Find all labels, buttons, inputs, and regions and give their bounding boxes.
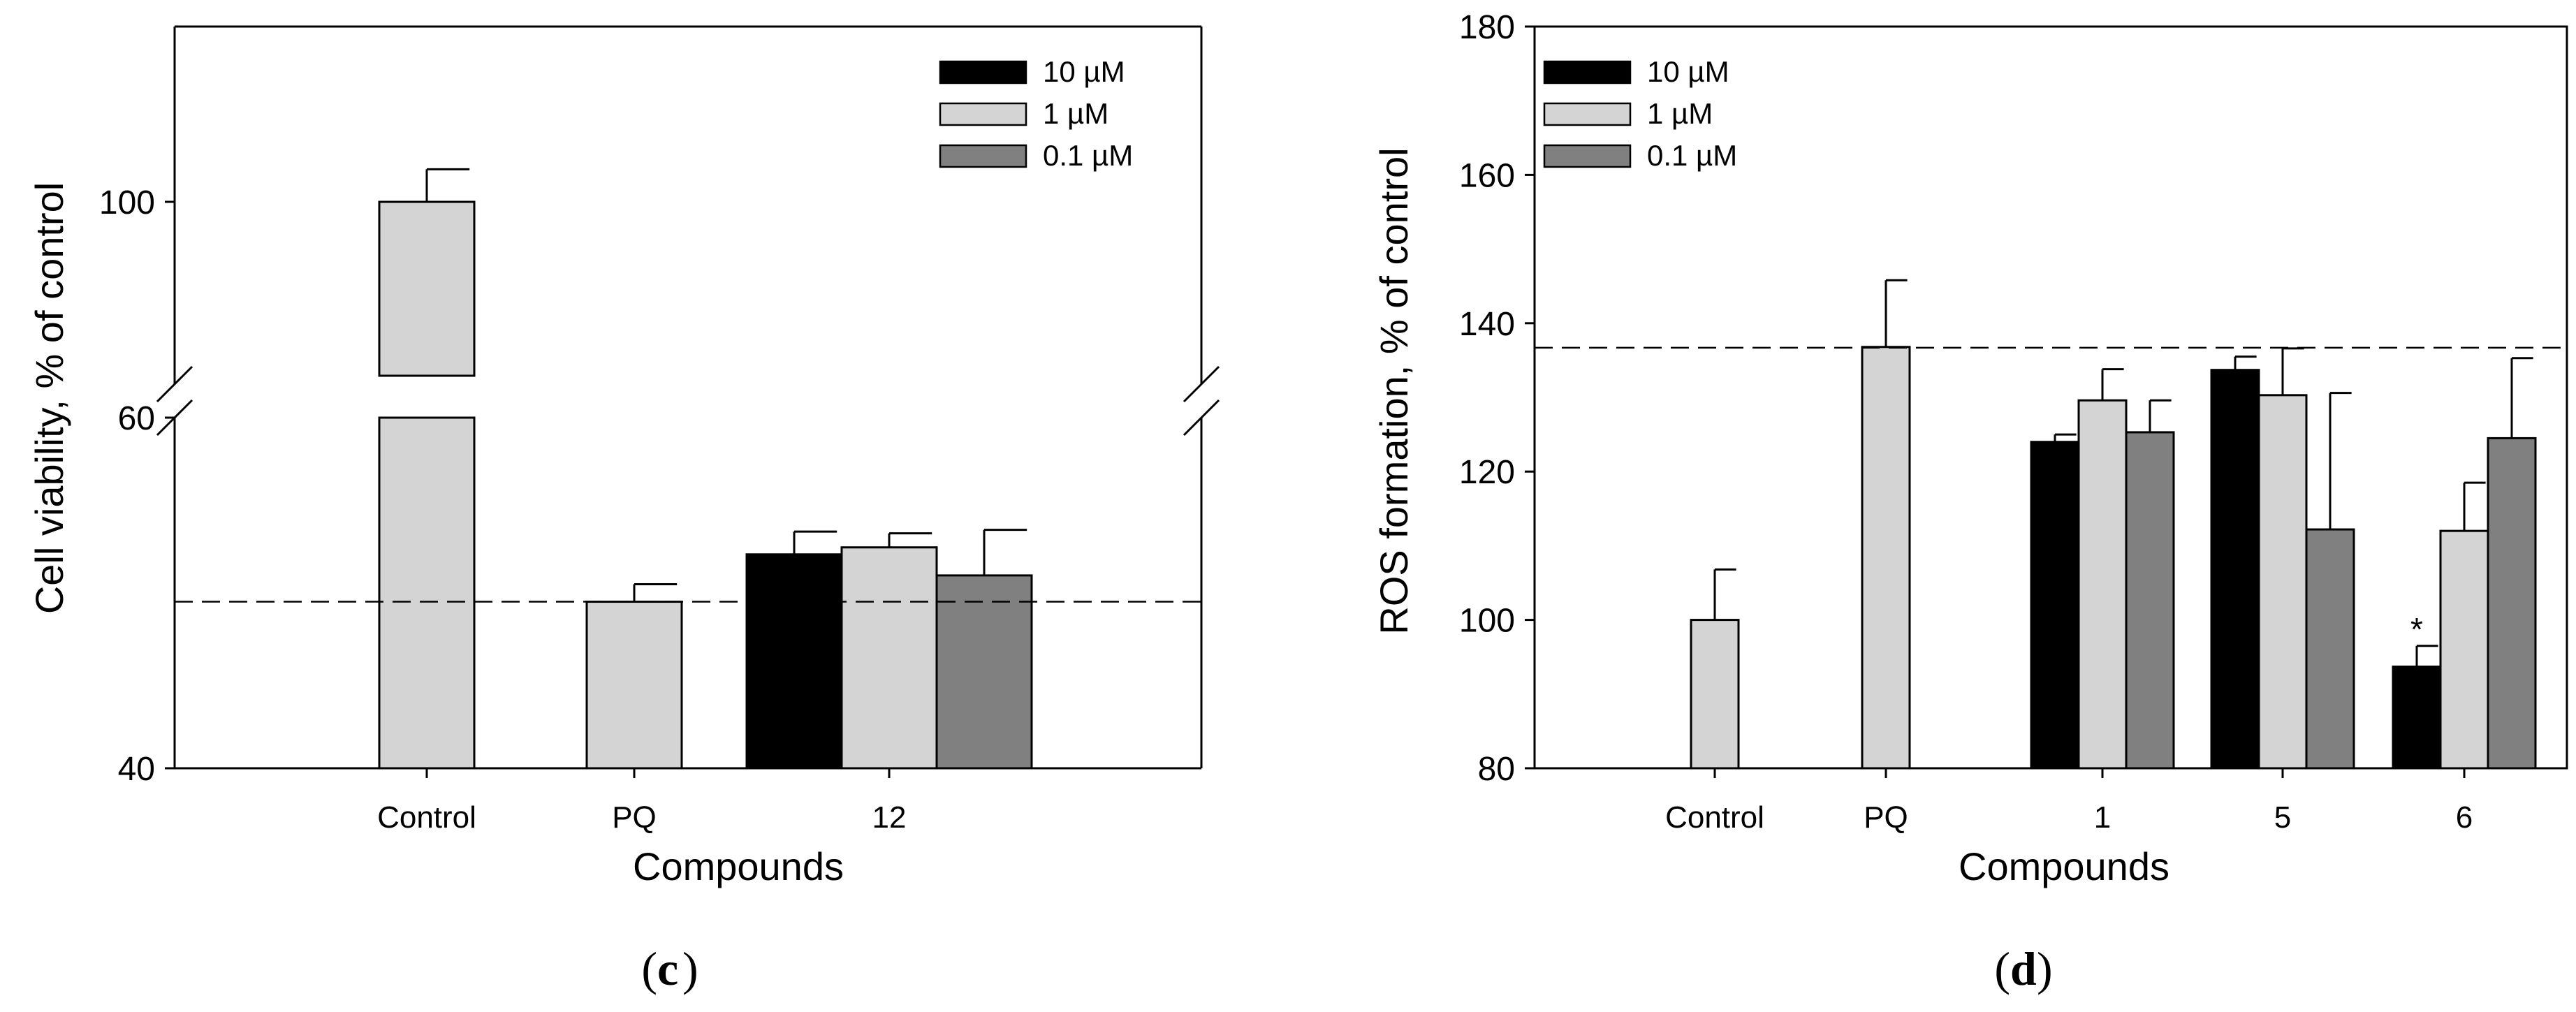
panel-c-break-left-1 <box>156 365 193 403</box>
panel-d-y-tick-label-180: 180 <box>1459 9 1515 46</box>
panel-c-y-tick-label-60: 60 <box>118 400 155 437</box>
panel-d-y-tick-label-140: 140 <box>1459 306 1515 343</box>
panel-d-bar-5-1-um <box>2257 394 2308 770</box>
panel-c-y-ticks: 40 60 100 <box>99 184 175 788</box>
panel-c-y-tick-label-40: 40 <box>118 751 155 788</box>
panel-c-label-open-paren: ( <box>641 942 657 995</box>
panel-d-label-close-paren: ) <box>2037 942 2053 995</box>
panel-d-frame <box>1533 25 2568 770</box>
panel-c-legend-label-10-um: 10 µM <box>1043 55 1125 88</box>
panel-c-label: ( c ) <box>641 942 698 995</box>
panel-c-break-right-1 <box>1183 365 1220 403</box>
panel-d-annotation-significance: * <box>2410 611 2423 647</box>
panel-d-bars <box>1690 346 2537 770</box>
panel-c-legend-swatch-1-um <box>939 102 1027 126</box>
panel-c-x-tick-label-pq: PQ <box>612 800 657 835</box>
panel-d-bar-5-10-um <box>2210 369 2260 770</box>
panel-c-x-tick-label-control: Control <box>377 800 476 835</box>
panel-c-label-close-paren: ) <box>682 942 698 995</box>
panel-d-legend-swatch-10-um <box>1543 60 1632 85</box>
panel-d-label-letter: d <box>2010 942 2037 995</box>
panel-d-label-open-paren: ( <box>1994 942 2010 995</box>
panel-d-legend-swatch-0-1-um <box>1543 144 1632 168</box>
panel-c-axis-break-marks <box>156 365 1220 437</box>
panel-c-label-letter: c <box>657 942 678 995</box>
panel-d-legend: 10 µM 1 µM 0.1 µM <box>1543 55 1737 172</box>
panel-d-bar-6-1-um <box>2439 529 2489 770</box>
panel-c-legend-swatch-0-1-um <box>939 144 1027 168</box>
panel-d-y-axis-title: ROS formation, % of control <box>1372 147 1416 634</box>
panel-c-legend: 10 µM 1 µM 0.1 µM <box>939 55 1133 172</box>
panel-c-bar-control-1-um-lower <box>378 416 476 770</box>
panel-d-label: ( d ) <box>1994 942 2052 995</box>
panel-c-y-axis-title: Cell viability, % of control <box>27 182 71 614</box>
panel-d-bar-6-0-1-um <box>2487 437 2537 770</box>
panel-c-break-right-2 <box>1183 399 1220 437</box>
panel-d-legend-label-10-um: 10 µM <box>1647 55 1729 88</box>
panel-d-legend-label-1-um: 1 µM <box>1647 97 1713 130</box>
panel-d-bar-control-1-um <box>1690 619 1740 770</box>
panel-c-legend-label-0-1-um: 0.1 µM <box>1043 139 1133 172</box>
panel-d-x-tick-label-1: 1 <box>2094 800 2111 835</box>
panel-c-x-ticks: Control PQ 12 <box>377 768 906 835</box>
panel-d-x-tick-label-pq: PQ <box>1864 800 1908 835</box>
panel-c-x-axis-title: Compounds <box>633 844 844 888</box>
panel-d-y-ticks: 80 100 120 140 160 180 <box>1459 9 1535 788</box>
panel-d-error-bars <box>1713 279 2533 667</box>
panel-c-legend-label-1-um: 1 µM <box>1043 97 1108 130</box>
panel-d-ros-formation: 80 100 120 140 160 180 Control PQ 1 5 6 * Compoun… <box>1372 9 2568 995</box>
panel-c-cell-viability: 40 60 100 Control PQ 12 Compounds Cell viabi… <box>27 25 1220 995</box>
panel-d-bar-5-0-1-um <box>2305 528 2355 770</box>
panel-d-y-tick-label-120: 120 <box>1459 454 1515 491</box>
panel-d-bar-1-10-um <box>2030 441 2080 770</box>
panel-d-x-tick-label-control: Control <box>1665 800 1764 835</box>
panel-d-x-tick-label-5: 5 <box>2274 800 2291 835</box>
panel-d-x-ticks: Control PQ 1 5 6 <box>1665 768 2473 835</box>
panel-c-bars <box>378 200 1033 770</box>
panel-d-bar-1-1-um <box>2077 399 2128 770</box>
panel-c-x-tick-label-12: 12 <box>872 800 907 835</box>
panel-d-annotations: * <box>2410 611 2423 647</box>
panel-c-bar-12-1-um <box>840 546 938 770</box>
panel-d-legend-swatch-1-um <box>1543 102 1632 126</box>
panel-c-bar-12-10-um <box>745 553 843 770</box>
panel-d-bar-pq-1-um <box>1861 346 1911 770</box>
panel-d-y-tick-label-160: 160 <box>1459 157 1515 194</box>
panel-d-y-tick-label-80: 80 <box>1478 751 1515 788</box>
panel-d-bar-1-0-1-um <box>2125 431 2175 770</box>
panel-c-bar-pq-1-um <box>585 601 683 770</box>
panel-d-y-tick-label-100: 100 <box>1459 603 1515 640</box>
panel-c-bar-12-0-1-um <box>935 574 1033 770</box>
panel-d-bar-6-10-um <box>2392 666 2442 770</box>
panel-c-bar-control-1-um-upper <box>378 200 476 377</box>
panel-c-y-tick-label-100: 100 <box>99 184 155 221</box>
panel-d-legend-label-0-1-um: 0.1 µM <box>1647 139 1737 172</box>
panel-d-x-tick-label-6: 6 <box>2456 800 2473 835</box>
panel-c-frame <box>173 25 1203 770</box>
panel-d-x-axis-title: Compounds <box>1959 844 2169 888</box>
panel-c-error-bars <box>425 168 1027 602</box>
panel-c-legend-swatch-10-um <box>939 60 1027 85</box>
